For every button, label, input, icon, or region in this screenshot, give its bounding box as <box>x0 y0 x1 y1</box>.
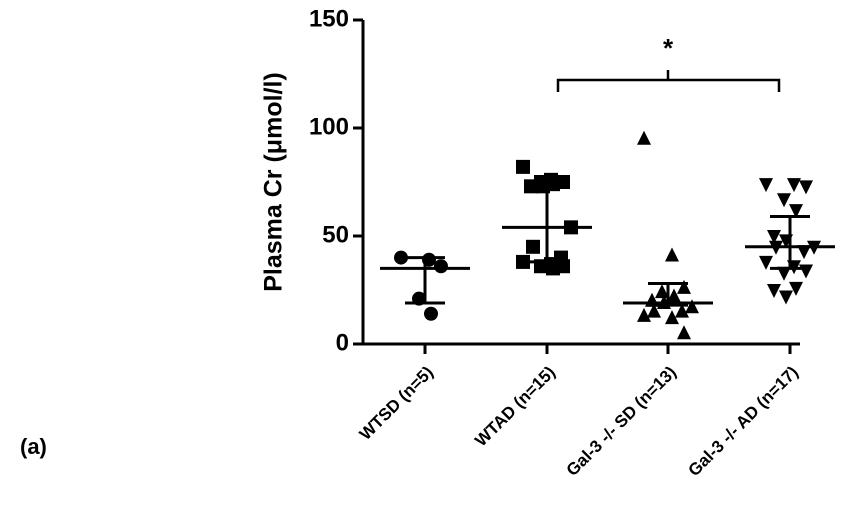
point <box>526 239 540 254</box>
point <box>789 281 803 296</box>
point <box>677 325 691 340</box>
point <box>779 290 793 305</box>
point <box>637 307 651 322</box>
point <box>655 284 669 299</box>
point <box>516 159 530 174</box>
point <box>516 254 530 269</box>
point <box>665 310 679 325</box>
point <box>797 245 811 260</box>
x-tick-label: WTAD (n=15) <box>471 363 559 451</box>
point <box>767 284 781 298</box>
x-tick-label: Gal-3 -/- SD (n=13) <box>563 363 680 480</box>
point <box>787 178 801 193</box>
point <box>799 264 813 279</box>
y-tick-label: 0 <box>336 329 349 356</box>
y-tick-label: 50 <box>322 221 349 248</box>
point <box>434 259 448 274</box>
point <box>767 230 781 244</box>
point <box>647 303 661 318</box>
point <box>777 266 791 281</box>
y-axis-label: Plasma Cr (μmol/l) <box>260 72 288 292</box>
point <box>789 204 803 219</box>
point <box>675 303 689 318</box>
significance-mark: * <box>663 33 674 63</box>
x-tick-label: WTSD (n=5) <box>356 363 437 444</box>
point <box>777 193 791 208</box>
point <box>799 180 813 195</box>
point <box>424 306 438 321</box>
point <box>637 130 651 145</box>
point <box>665 247 679 262</box>
point <box>759 255 773 270</box>
significance-bracket <box>556 70 781 92</box>
y-tick-label: 150 <box>309 5 349 32</box>
point <box>685 299 699 314</box>
point <box>546 261 560 276</box>
point <box>759 178 773 193</box>
panel-label: (a) <box>20 434 47 459</box>
point <box>667 288 681 303</box>
point <box>677 279 691 294</box>
point <box>394 250 408 265</box>
x-tick-label: Gal-3 -/- AD (n=17) <box>684 363 802 481</box>
y-tick-label: 100 <box>309 113 349 140</box>
